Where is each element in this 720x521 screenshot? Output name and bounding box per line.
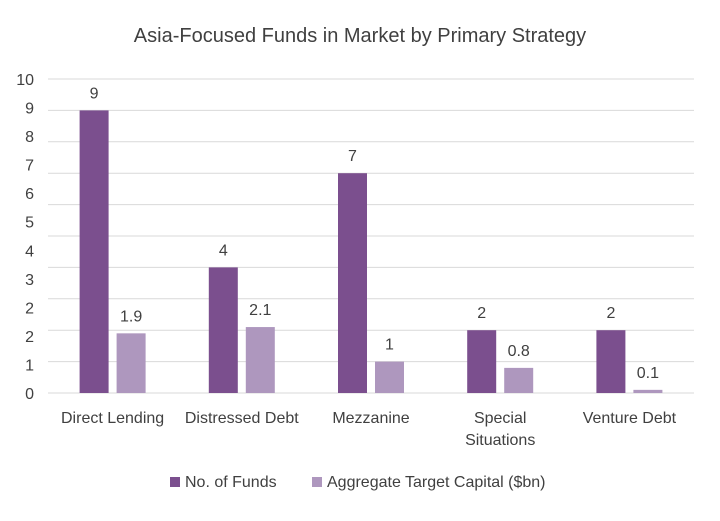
y-tick-label: 2 xyxy=(25,329,34,346)
x-category-label: Special xyxy=(474,410,526,427)
data-label: 4 xyxy=(219,242,228,259)
data-label: 9 xyxy=(90,85,99,102)
bar-no-of-funds xyxy=(208,267,238,393)
y-tick-label: 6 xyxy=(25,186,34,203)
legend-item: Aggregate Target Capital ($bn) xyxy=(312,474,546,491)
legend-label: No. of Funds xyxy=(185,474,277,491)
data-label: 2.1 xyxy=(249,302,271,319)
data-label: 2 xyxy=(606,305,615,322)
data-label: 1.9 xyxy=(120,308,142,325)
x-category-label: Situations xyxy=(465,432,535,449)
y-tick-label: 2 xyxy=(25,300,34,317)
x-axis-categories: Direct Lending Distressed Debt Mezzanine Sp… xyxy=(61,410,677,449)
bar-aggregate-target-capital xyxy=(245,327,275,393)
bar-aggregate-target-capital xyxy=(375,361,404,393)
x-category-label: Venture Debt xyxy=(583,410,677,427)
x-category-label: Direct Lending xyxy=(61,410,164,427)
y-tick-label: 4 xyxy=(25,243,34,260)
legend-swatch xyxy=(312,477,322,487)
bar-no-of-funds xyxy=(596,330,626,393)
y-tick-label: 9 xyxy=(25,101,34,118)
y-tick-label: 8 xyxy=(25,129,34,146)
data-label: 7 xyxy=(348,148,357,165)
y-tick-label: 3 xyxy=(25,272,34,289)
data-labels: 9 1.9 4 2.1 7 1 2 0.8 2 0.1 xyxy=(90,85,659,381)
data-label: 1 xyxy=(385,337,394,354)
legend-label: Aggregate Target Capital ($bn) xyxy=(327,474,546,491)
bar-no-of-funds xyxy=(338,173,367,393)
gridlines xyxy=(48,78,694,394)
bars xyxy=(79,110,663,394)
data-label: 0.1 xyxy=(637,365,659,382)
y-axis-ticks: 0 1 2 2 3 4 5 6 7 8 9 10 xyxy=(16,72,34,403)
bar-aggregate-target-capital xyxy=(116,333,146,393)
bar-aggregate-target-capital xyxy=(633,389,663,393)
y-tick-label: 10 xyxy=(16,72,34,89)
x-category-label: Mezzanine xyxy=(332,410,409,427)
x-category-label: Distressed Debt xyxy=(185,410,299,427)
legend-item: No. of Funds xyxy=(170,474,277,491)
y-tick-label: 1 xyxy=(25,357,34,374)
y-tick-label: 5 xyxy=(25,215,34,232)
bar-no-of-funds xyxy=(467,330,497,393)
y-tick-label: 0 xyxy=(25,386,34,403)
y-tick-label: 7 xyxy=(25,158,34,175)
data-label: 2 xyxy=(477,305,486,322)
bar-aggregate-target-capital xyxy=(504,367,534,393)
bar-no-of-funds xyxy=(79,110,109,394)
legend: No. of Funds Aggregate Target Capital ($b… xyxy=(170,474,546,491)
data-label: 0.8 xyxy=(508,343,530,360)
chart-title: Asia-Focused Funds in Market by Primary … xyxy=(134,25,586,47)
legend-swatch xyxy=(170,477,180,487)
